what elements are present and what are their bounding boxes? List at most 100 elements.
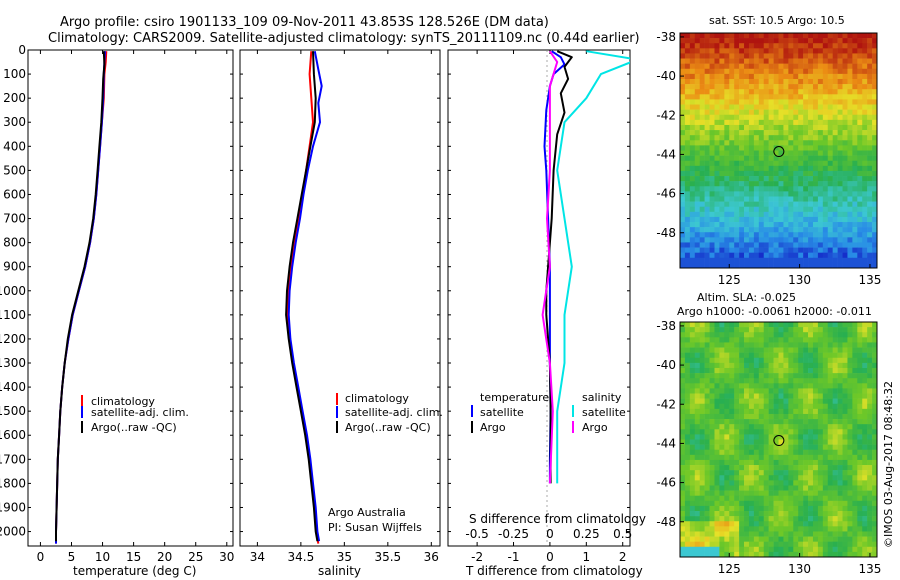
heatmap-cell bbox=[724, 232, 730, 238]
heatmap-cell bbox=[719, 33, 725, 39]
heatmap-cell bbox=[827, 191, 833, 197]
heatmap-cell bbox=[694, 342, 700, 348]
heatmap-cell bbox=[788, 191, 794, 197]
heatmap-cell bbox=[758, 373, 765, 379]
heatmap-cell bbox=[689, 130, 696, 136]
heatmap-cell bbox=[842, 150, 848, 156]
heatmap-cell bbox=[847, 145, 853, 151]
heatmap-cell bbox=[724, 247, 730, 253]
heatmap-cell bbox=[694, 196, 700, 202]
heatmap-cell bbox=[758, 403, 765, 410]
heatmap-cell bbox=[798, 94, 804, 100]
heatmap-cell bbox=[788, 33, 794, 39]
heatmap-cell bbox=[808, 500, 814, 507]
heatmap-cell bbox=[822, 181, 829, 187]
heatmap-cell bbox=[778, 78, 784, 85]
heatmap-cell bbox=[704, 516, 710, 522]
heatmap-cell bbox=[857, 490, 863, 496]
heatmap-cell bbox=[704, 114, 710, 121]
heatmap-cell bbox=[758, 99, 765, 105]
heatmap-cell bbox=[842, 237, 848, 243]
heatmap-cell bbox=[867, 408, 873, 415]
heatmap-cell bbox=[719, 444, 725, 451]
heatmap-cell bbox=[709, 109, 715, 116]
heatmap-cell bbox=[812, 84, 819, 90]
heatmap-cell bbox=[817, 43, 824, 49]
heatmap-cell bbox=[724, 327, 730, 333]
heatmap-cell bbox=[758, 500, 765, 507]
heatmap-cell bbox=[729, 78, 735, 85]
heatmap-cell bbox=[763, 222, 769, 228]
heatmap-cell bbox=[832, 89, 838, 95]
heatmap-cell bbox=[729, 327, 735, 333]
heatmap-cell bbox=[773, 526, 779, 532]
heatmap-cell bbox=[837, 475, 843, 481]
heatmap-cell bbox=[744, 521, 750, 527]
heatmap-cell bbox=[699, 99, 705, 105]
heatmap-cell bbox=[847, 403, 853, 410]
heatmap-cell bbox=[699, 33, 705, 39]
heatmap-cell bbox=[832, 104, 838, 110]
heatmap-cell bbox=[689, 424, 696, 430]
heatmap-cell bbox=[739, 247, 745, 253]
heatmap-cell bbox=[694, 459, 700, 466]
heatmap-cell bbox=[872, 470, 878, 476]
heatmap-cell bbox=[822, 551, 829, 558]
heatmap-cell bbox=[684, 424, 691, 430]
heatmap-cell bbox=[768, 449, 774, 456]
heatmap-cell bbox=[812, 196, 819, 202]
heatmap-cell bbox=[768, 373, 774, 379]
heatmap-cell bbox=[822, 186, 829, 192]
heatmap-cell bbox=[852, 475, 858, 481]
heatmap-cell bbox=[719, 337, 725, 343]
heatmap-cell bbox=[758, 232, 765, 238]
heatmap-cell bbox=[867, 332, 873, 338]
heatmap-cell bbox=[847, 485, 853, 491]
heatmap-cell bbox=[822, 332, 829, 338]
heatmap-cell bbox=[862, 170, 868, 177]
heatmap-cell bbox=[817, 357, 824, 364]
heatmap-cell bbox=[694, 170, 700, 177]
heatmap-cell bbox=[842, 94, 848, 100]
heatmap-cell bbox=[788, 505, 794, 512]
heatmap-cell bbox=[680, 89, 686, 95]
heatmap-cell bbox=[867, 511, 873, 517]
heatmap-cell bbox=[803, 357, 809, 364]
heatmap-cell bbox=[773, 413, 779, 420]
heatmap-cell bbox=[837, 429, 843, 435]
heatmap-cell bbox=[822, 232, 829, 238]
heatmap-cell bbox=[773, 337, 779, 343]
heatmap-cell bbox=[822, 449, 829, 456]
heatmap-cell bbox=[734, 84, 740, 90]
heatmap-cell bbox=[689, 186, 696, 192]
heatmap-cell bbox=[748, 38, 755, 44]
heatmap-cell bbox=[684, 521, 691, 527]
heatmap-cell bbox=[680, 419, 686, 425]
heatmap-cell bbox=[847, 68, 853, 75]
heatmap-cell bbox=[773, 140, 779, 146]
heatmap-cell bbox=[684, 150, 691, 156]
heatmap-cell bbox=[812, 419, 819, 425]
heatmap-cell bbox=[773, 94, 779, 100]
heatmap-cell bbox=[694, 398, 700, 405]
heatmap-cell bbox=[704, 63, 710, 70]
heatmap-cell bbox=[862, 206, 868, 213]
heatmap-cell bbox=[768, 485, 774, 491]
heatmap-cell bbox=[704, 68, 710, 75]
heatmap-cell bbox=[719, 388, 725, 394]
heatmap-cell bbox=[847, 470, 853, 476]
heatmap-cell bbox=[812, 94, 819, 100]
heatmap-cell bbox=[734, 130, 740, 136]
heatmap-cell bbox=[739, 94, 745, 100]
heatmap-cell bbox=[862, 155, 868, 162]
heatmap-cell bbox=[684, 454, 691, 461]
heatmap-cell bbox=[798, 150, 804, 156]
heatmap-cell bbox=[783, 511, 789, 517]
x-top-tick-label: 0.5 bbox=[613, 527, 632, 541]
heatmap-cell bbox=[788, 252, 794, 259]
heatmap-cell bbox=[778, 104, 784, 110]
heatmap-cell bbox=[729, 48, 735, 54]
heatmap-cell bbox=[753, 170, 760, 177]
heatmap-cell bbox=[680, 413, 686, 420]
